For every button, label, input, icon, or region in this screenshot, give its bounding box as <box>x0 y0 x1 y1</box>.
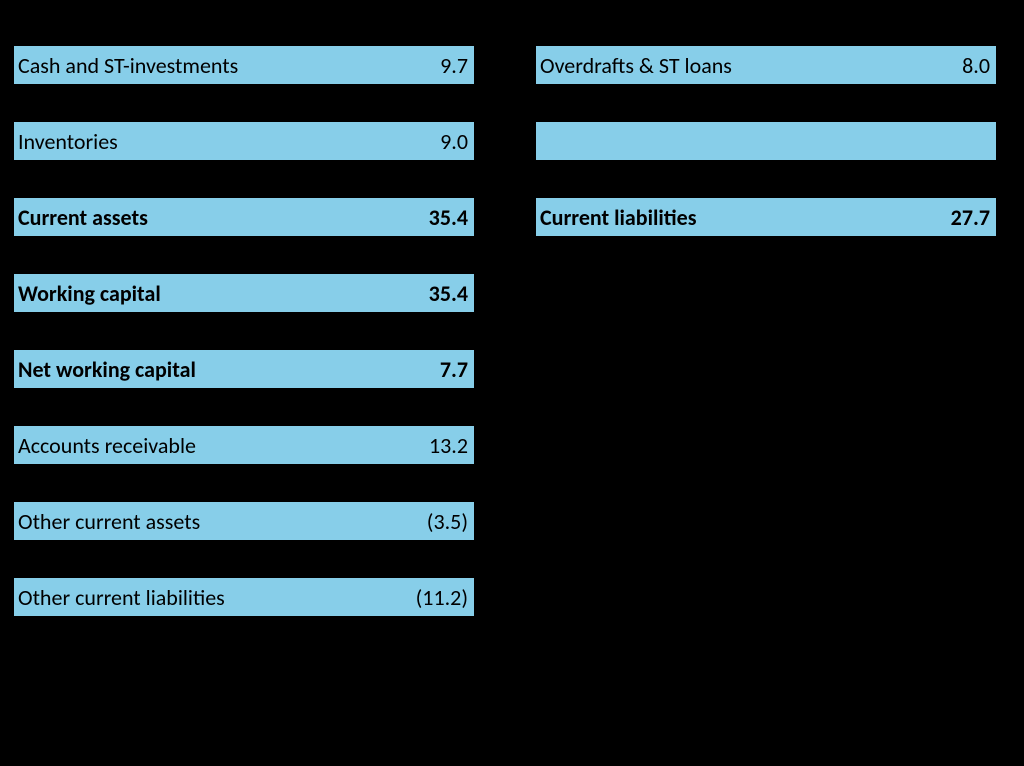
table-row: Minus current liabilities (27.7) <box>14 312 474 350</box>
table-row: Working capital 35.4 <box>14 274 474 312</box>
table-row-total: Net working capital 7.7 <box>14 350 474 388</box>
section-spacer <box>14 388 474 426</box>
row-value: 27.7 <box>890 204 990 231</box>
table-row: Accounts receivable 13.2 <box>14 84 474 122</box>
row-value: 9.0 <box>368 128 468 155</box>
row-label: Working capital <box>18 280 368 307</box>
row-value: 9.7 <box>368 52 468 79</box>
table-row: Inventories 9.0 <box>14 122 474 160</box>
row-value: 7.7 <box>368 356 468 383</box>
table-row: Cash and ST-investments 9.7 <box>14 46 474 84</box>
row-label: Overdrafts & ST loans <box>540 52 890 79</box>
row-label: Accounts payable <box>18 546 368 573</box>
row-value: (11.2) <box>368 584 468 611</box>
row-label: Current liabilities <box>540 204 890 231</box>
table-row: Overdrafts & ST loans 8.0 <box>536 46 996 84</box>
table-row: Inventories 9.0 <box>14 464 474 502</box>
row-label: Other current assets <box>18 508 368 535</box>
row-label: Other current liabilities <box>540 166 890 193</box>
column-gap <box>474 8 536 654</box>
row-value: 13.2 <box>368 432 468 459</box>
row-label: Accounts receivable <box>18 432 368 459</box>
row-value: 13.2 <box>368 90 468 117</box>
section-header-current-liabilities: Current liabilities <box>536 8 996 46</box>
page-container: Current assets Cash and ST-investments 9… <box>0 0 1024 662</box>
row-label: Inventories <box>18 128 368 155</box>
row-value: 8.0 <box>890 52 990 79</box>
table-row: Accounts payable (8.5) <box>14 540 474 578</box>
section-spacer <box>14 236 474 274</box>
row-value: (3.5) <box>368 508 468 535</box>
row-label: Minus current liabilities <box>18 318 368 345</box>
table-row: Accounts receivable 13.2 <box>14 426 474 464</box>
header-label: Current liabilities <box>540 14 890 41</box>
row-value: (1.0) <box>368 622 468 649</box>
table-row: Accounts payable 8.5 <box>536 84 996 122</box>
row-label: Accounts payable <box>540 90 890 117</box>
row-value: 8.5 <box>890 90 990 117</box>
row-label: Inventories <box>18 470 368 497</box>
section-header-current-assets: Current assets <box>14 8 474 46</box>
row-label: Cash and ST-investments <box>18 52 368 79</box>
row-label: Other current liabilities <box>18 584 368 611</box>
table-row-total: Current liabilities 27.7 <box>536 198 996 236</box>
row-value: 9.0 <box>368 470 468 497</box>
row-value: 35.4 <box>368 204 468 231</box>
row-value: 3.5 <box>368 166 468 193</box>
row-value: 35.4 <box>368 280 468 307</box>
row-label: Other current assets <box>18 166 368 193</box>
row-label: Working capital investment <box>18 622 368 649</box>
row-label: Net working capital <box>18 356 368 383</box>
table-row: Other current liabilities 11.2 <box>536 160 996 198</box>
table-row <box>536 122 996 160</box>
table-row: Other current assets 3.5 <box>14 160 474 198</box>
row-value: (27.7) <box>368 318 468 345</box>
row-label: Accounts receivable <box>18 90 368 117</box>
table-row: Other current liabilities (11.2) <box>14 578 474 616</box>
row-value: (8.5) <box>368 546 468 573</box>
header-label: Current assets <box>18 14 368 41</box>
table-row-total: Current assets 35.4 <box>14 198 474 236</box>
table-row-total: Working capital investment (1.0) <box>14 616 474 654</box>
right-column: Current liabilities Overdrafts & ST loan… <box>536 8 996 654</box>
left-column: Current assets Cash and ST-investments 9… <box>14 8 474 654</box>
row-value: 11.2 <box>890 166 990 193</box>
table-row: Other current assets (3.5) <box>14 502 474 540</box>
row-label: Current assets <box>18 204 368 231</box>
